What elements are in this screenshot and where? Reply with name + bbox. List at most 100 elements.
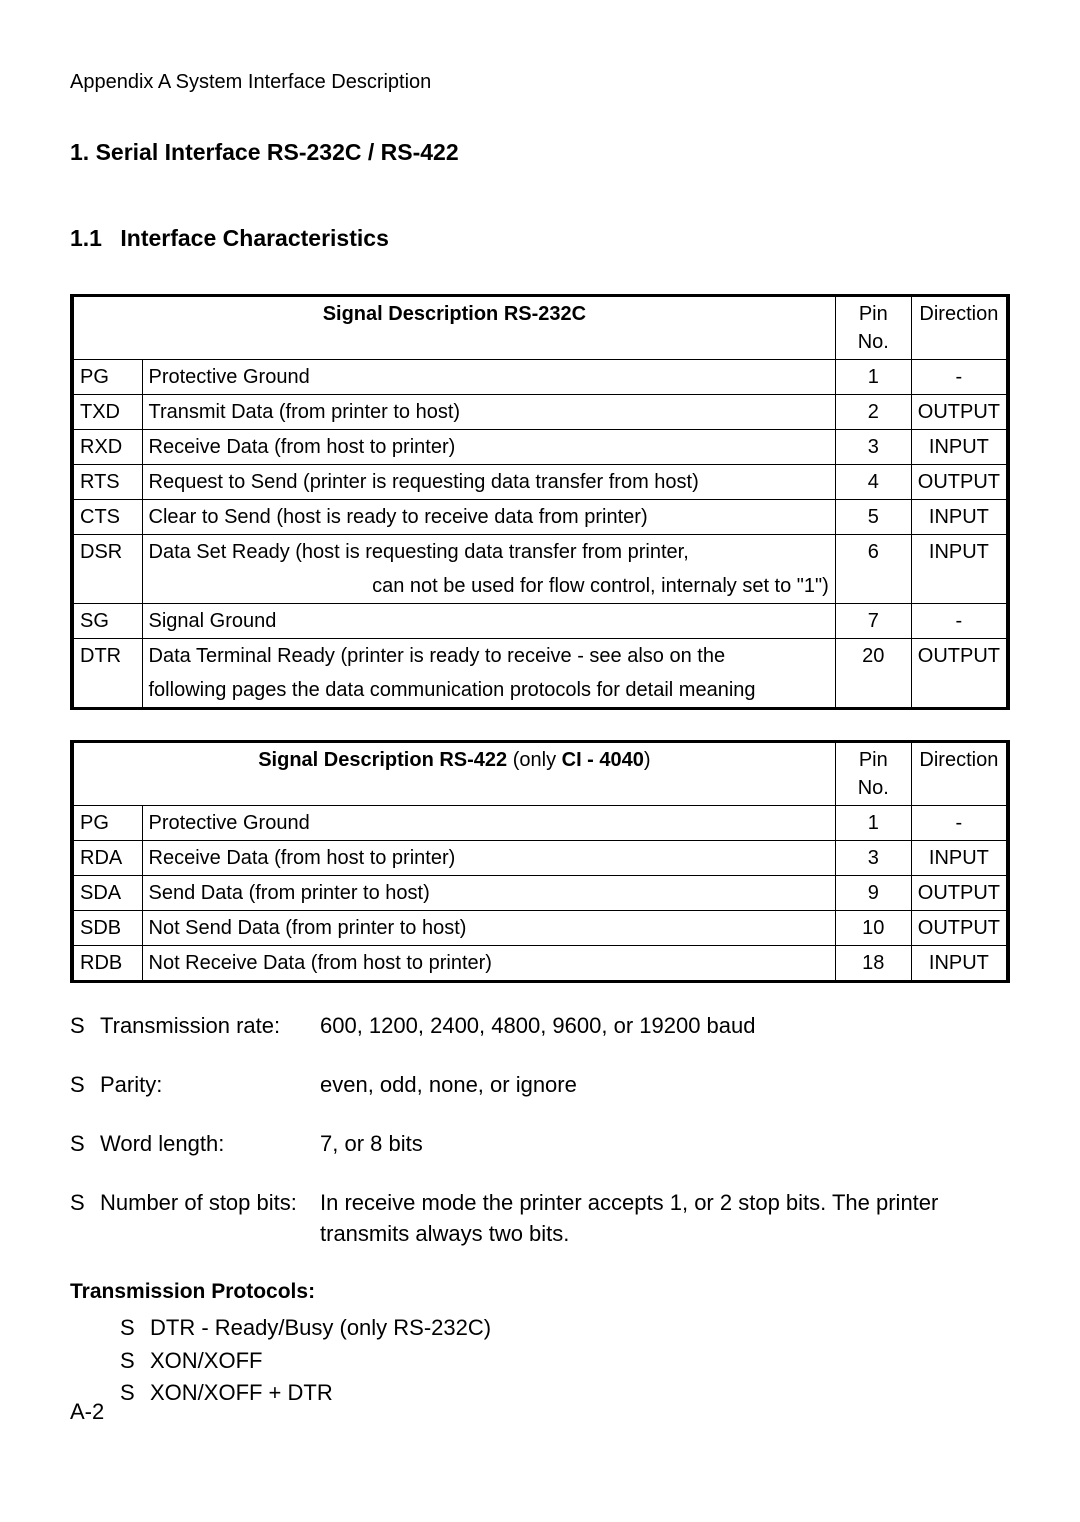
- cell-desc: Transmit Data (from printer to host): [142, 395, 835, 430]
- table-rs232c: Signal Description RS-232C Pin No. Direc…: [70, 294, 1010, 710]
- cell-pin: 3: [835, 430, 911, 465]
- cell-dir: OUTPUT: [911, 911, 1008, 946]
- cell-dir: -: [911, 360, 1008, 395]
- table-row: DTR Data Terminal Ready (printer is read…: [72, 639, 1008, 674]
- spec-value: 7, or 8 bits: [320, 1129, 1010, 1160]
- cell-desc: Signal Ground: [142, 604, 835, 639]
- cell-signal: RDA: [72, 841, 142, 876]
- spec-row: S Parity: even, odd, none, or ignore: [70, 1070, 1010, 1101]
- cell-pin: 2: [835, 395, 911, 430]
- cell-signal: CTS: [72, 500, 142, 535]
- section-1-1-number: 1.1: [70, 222, 114, 254]
- table-row: TXD Transmit Data (from printer to host)…: [72, 395, 1008, 430]
- table-row: PG Protective Ground 1 -: [72, 360, 1008, 395]
- cell-desc: Clear to Send (host is ready to receive …: [142, 500, 835, 535]
- protocol-bullet: S: [120, 1378, 150, 1409]
- cell-pin: 5: [835, 500, 911, 535]
- cell-desc: Data Terminal Ready (printer is ready to…: [142, 639, 835, 674]
- protocol-text: XON/XOFF + DTR: [150, 1380, 333, 1405]
- cell-dir: OUTPUT: [911, 876, 1008, 911]
- cell-desc: Not Send Data (from printer to host): [142, 911, 835, 946]
- table2-header-pin: Pin No.: [835, 742, 911, 806]
- cell-pin: 9: [835, 876, 911, 911]
- table-row: RXD Receive Data (from host to printer) …: [72, 430, 1008, 465]
- protocol-bullet: S: [120, 1346, 150, 1377]
- page-number: A-2: [70, 1397, 104, 1428]
- cell-signal: PG: [72, 360, 142, 395]
- spec-row: S Word length: 7, or 8 bits: [70, 1129, 1010, 1160]
- spec-label: Transmission rate:: [100, 1011, 320, 1042]
- protocol-item: SXON/XOFF: [120, 1346, 1010, 1377]
- cell-dir: INPUT: [911, 535, 1008, 604]
- cell-dir: OUTPUT: [911, 639, 1008, 709]
- table1-header-pin: Pin No.: [835, 296, 911, 360]
- spec-bullet: S: [70, 1129, 100, 1160]
- table-row: SDB Not Send Data (from printer to host)…: [72, 911, 1008, 946]
- cell-signal: RTS: [72, 465, 142, 500]
- table-row: RTS Request to Send (printer is requesti…: [72, 465, 1008, 500]
- cell-dir: OUTPUT: [911, 465, 1008, 500]
- section-1-1-title: Interface Characteristics: [120, 225, 388, 251]
- table-row: RDA Receive Data (from host to printer) …: [72, 841, 1008, 876]
- protocol-item: SDTR - Ready/Busy (only RS-232C): [120, 1313, 1010, 1344]
- cell-desc: Receive Data (from host to printer): [142, 430, 835, 465]
- protocol-item: SXON/XOFF + DTR: [120, 1378, 1010, 1409]
- cell-pin: 1: [835, 806, 911, 841]
- cell-desc: Not Receive Data (from host to printer): [142, 946, 835, 982]
- cell-signal: PG: [72, 806, 142, 841]
- spec-value: even, odd, none, or ignore: [320, 1070, 1010, 1101]
- cell-dir: INPUT: [911, 430, 1008, 465]
- cell-signal: TXD: [72, 395, 142, 430]
- t2h-post: ): [644, 749, 651, 771]
- spec-bullet: S: [70, 1188, 100, 1250]
- t2h-pre: Signal Description RS-422: [258, 749, 513, 771]
- spec-value: 600, 1200, 2400, 4800, 9600, or 19200 ba…: [320, 1011, 1010, 1042]
- cell-pin: 10: [835, 911, 911, 946]
- spec-label: Number of stop bits:: [100, 1188, 320, 1250]
- protocol-text: DTR - Ready/Busy (only RS-232C): [150, 1315, 491, 1340]
- section-1-heading: 1. Serial Interface RS-232C / RS-422: [70, 136, 1010, 168]
- cell-desc: Request to Send (printer is requesting d…: [142, 465, 835, 500]
- cell-signal: RXD: [72, 430, 142, 465]
- cell-dir: OUTPUT: [911, 395, 1008, 430]
- table-row: SG Signal Ground 7 -: [72, 604, 1008, 639]
- cell-desc: Send Data (from printer to host): [142, 876, 835, 911]
- spec-row: S Number of stop bits: In receive mode t…: [70, 1188, 1010, 1250]
- cell-desc: Receive Data (from host to printer): [142, 841, 835, 876]
- cell-desc-cont: can not be used for flow control, intern…: [142, 569, 835, 604]
- cell-signal: RDB: [72, 946, 142, 982]
- t2h-mid: (only: [513, 749, 562, 771]
- spec-bullet: S: [70, 1070, 100, 1101]
- table1-header-sigdesc: Signal Description RS-232C: [72, 296, 835, 360]
- table-row: RDB Not Receive Data (from host to print…: [72, 946, 1008, 982]
- cell-dir: -: [911, 604, 1008, 639]
- cell-desc: Protective Ground: [142, 806, 835, 841]
- section-1-title: Serial Interface RS-232C / RS-422: [96, 139, 459, 165]
- cell-dir: INPUT: [911, 946, 1008, 982]
- cell-desc: Protective Ground: [142, 360, 835, 395]
- appendix-header: Appendix A System Interface Description: [70, 68, 1010, 96]
- table2-header-sigdesc: Signal Description RS-422 (only CI - 404…: [72, 742, 835, 806]
- cell-signal: DSR: [72, 535, 142, 604]
- spec-label: Parity:: [100, 1070, 320, 1101]
- cell-pin: 7: [835, 604, 911, 639]
- table-row: PG Protective Ground 1 -: [72, 806, 1008, 841]
- table2-header-dir: Direction: [911, 742, 1008, 806]
- cell-dir: -: [911, 806, 1008, 841]
- cell-signal: DTR: [72, 639, 142, 709]
- cell-dir: INPUT: [911, 500, 1008, 535]
- t2h-bold: CI - 4040: [562, 749, 644, 771]
- cell-desc: Data Set Ready (host is requesting data …: [142, 535, 835, 570]
- cell-pin: 3: [835, 841, 911, 876]
- cell-signal: SDB: [72, 911, 142, 946]
- spec-label: Word length:: [100, 1129, 320, 1160]
- specs-list: S Transmission rate: 600, 1200, 2400, 48…: [70, 1011, 1010, 1249]
- spec-bullet: S: [70, 1011, 100, 1042]
- table-row: CTS Clear to Send (host is ready to rece…: [72, 500, 1008, 535]
- table-row: SDA Send Data (from printer to host) 9 O…: [72, 876, 1008, 911]
- table-row: DSR Data Set Ready (host is requesting d…: [72, 535, 1008, 570]
- cell-signal: SDA: [72, 876, 142, 911]
- cell-pin: 20: [835, 639, 911, 709]
- section-1-1-heading: 1.1 Interface Characteristics: [70, 222, 1010, 254]
- cell-pin: 18: [835, 946, 911, 982]
